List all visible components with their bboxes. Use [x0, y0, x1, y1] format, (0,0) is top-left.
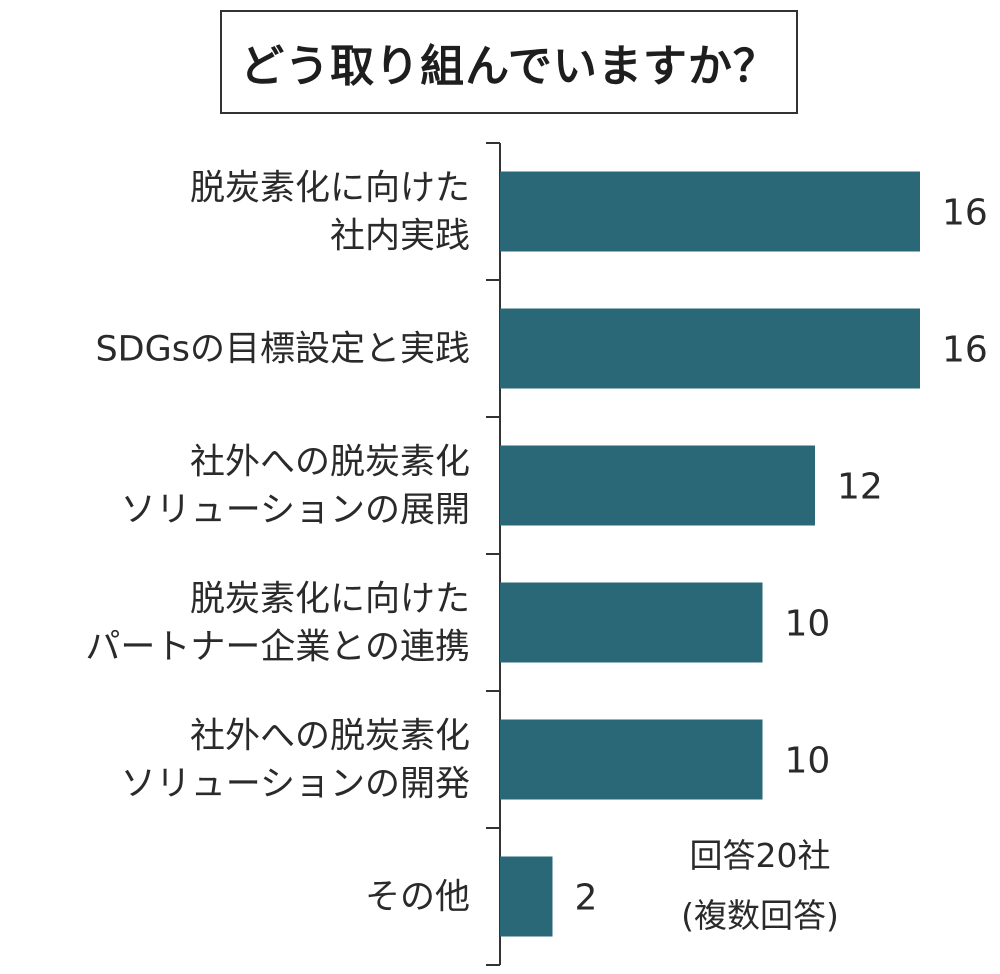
bar [500, 308, 920, 389]
category-label: ソリューションの展開 [121, 491, 470, 531]
chart-title: どう取り組んでいますか？ [240, 41, 778, 92]
value-label: 10 [785, 741, 831, 782]
value-label: 12 [837, 467, 883, 508]
category-label: 社内実践 [330, 217, 470, 257]
category-label: 脱炭素化に向けた [190, 169, 470, 209]
category-label: 社外への脱炭素化 [190, 443, 470, 483]
value-label: 2 [575, 878, 598, 919]
category-label: その他 [365, 878, 470, 918]
chart-title-box: どう取り組んでいますか？ [220, 10, 798, 114]
bar [500, 719, 763, 800]
category-label: ソリューションの開発 [121, 765, 470, 805]
respondent-count: 回答20社 [689, 836, 831, 875]
multiple-answer-note: (複数回答) [681, 896, 839, 935]
category-label: パートナー企業との連携 [85, 628, 470, 668]
category-label: 社外への脱炭素化 [190, 717, 470, 757]
bar [500, 856, 553, 937]
respondent-note: 回答20社 (複数回答) [640, 826, 880, 946]
bar [500, 445, 815, 526]
bar [500, 582, 763, 663]
category-label: 脱炭素化に向けた [190, 580, 470, 620]
bar [500, 171, 920, 252]
value-label: 10 [785, 604, 831, 645]
value-label: 16 [942, 330, 988, 371]
value-label: 16 [942, 193, 988, 234]
category-label: SDGsの目標設定と実践 [95, 330, 470, 370]
